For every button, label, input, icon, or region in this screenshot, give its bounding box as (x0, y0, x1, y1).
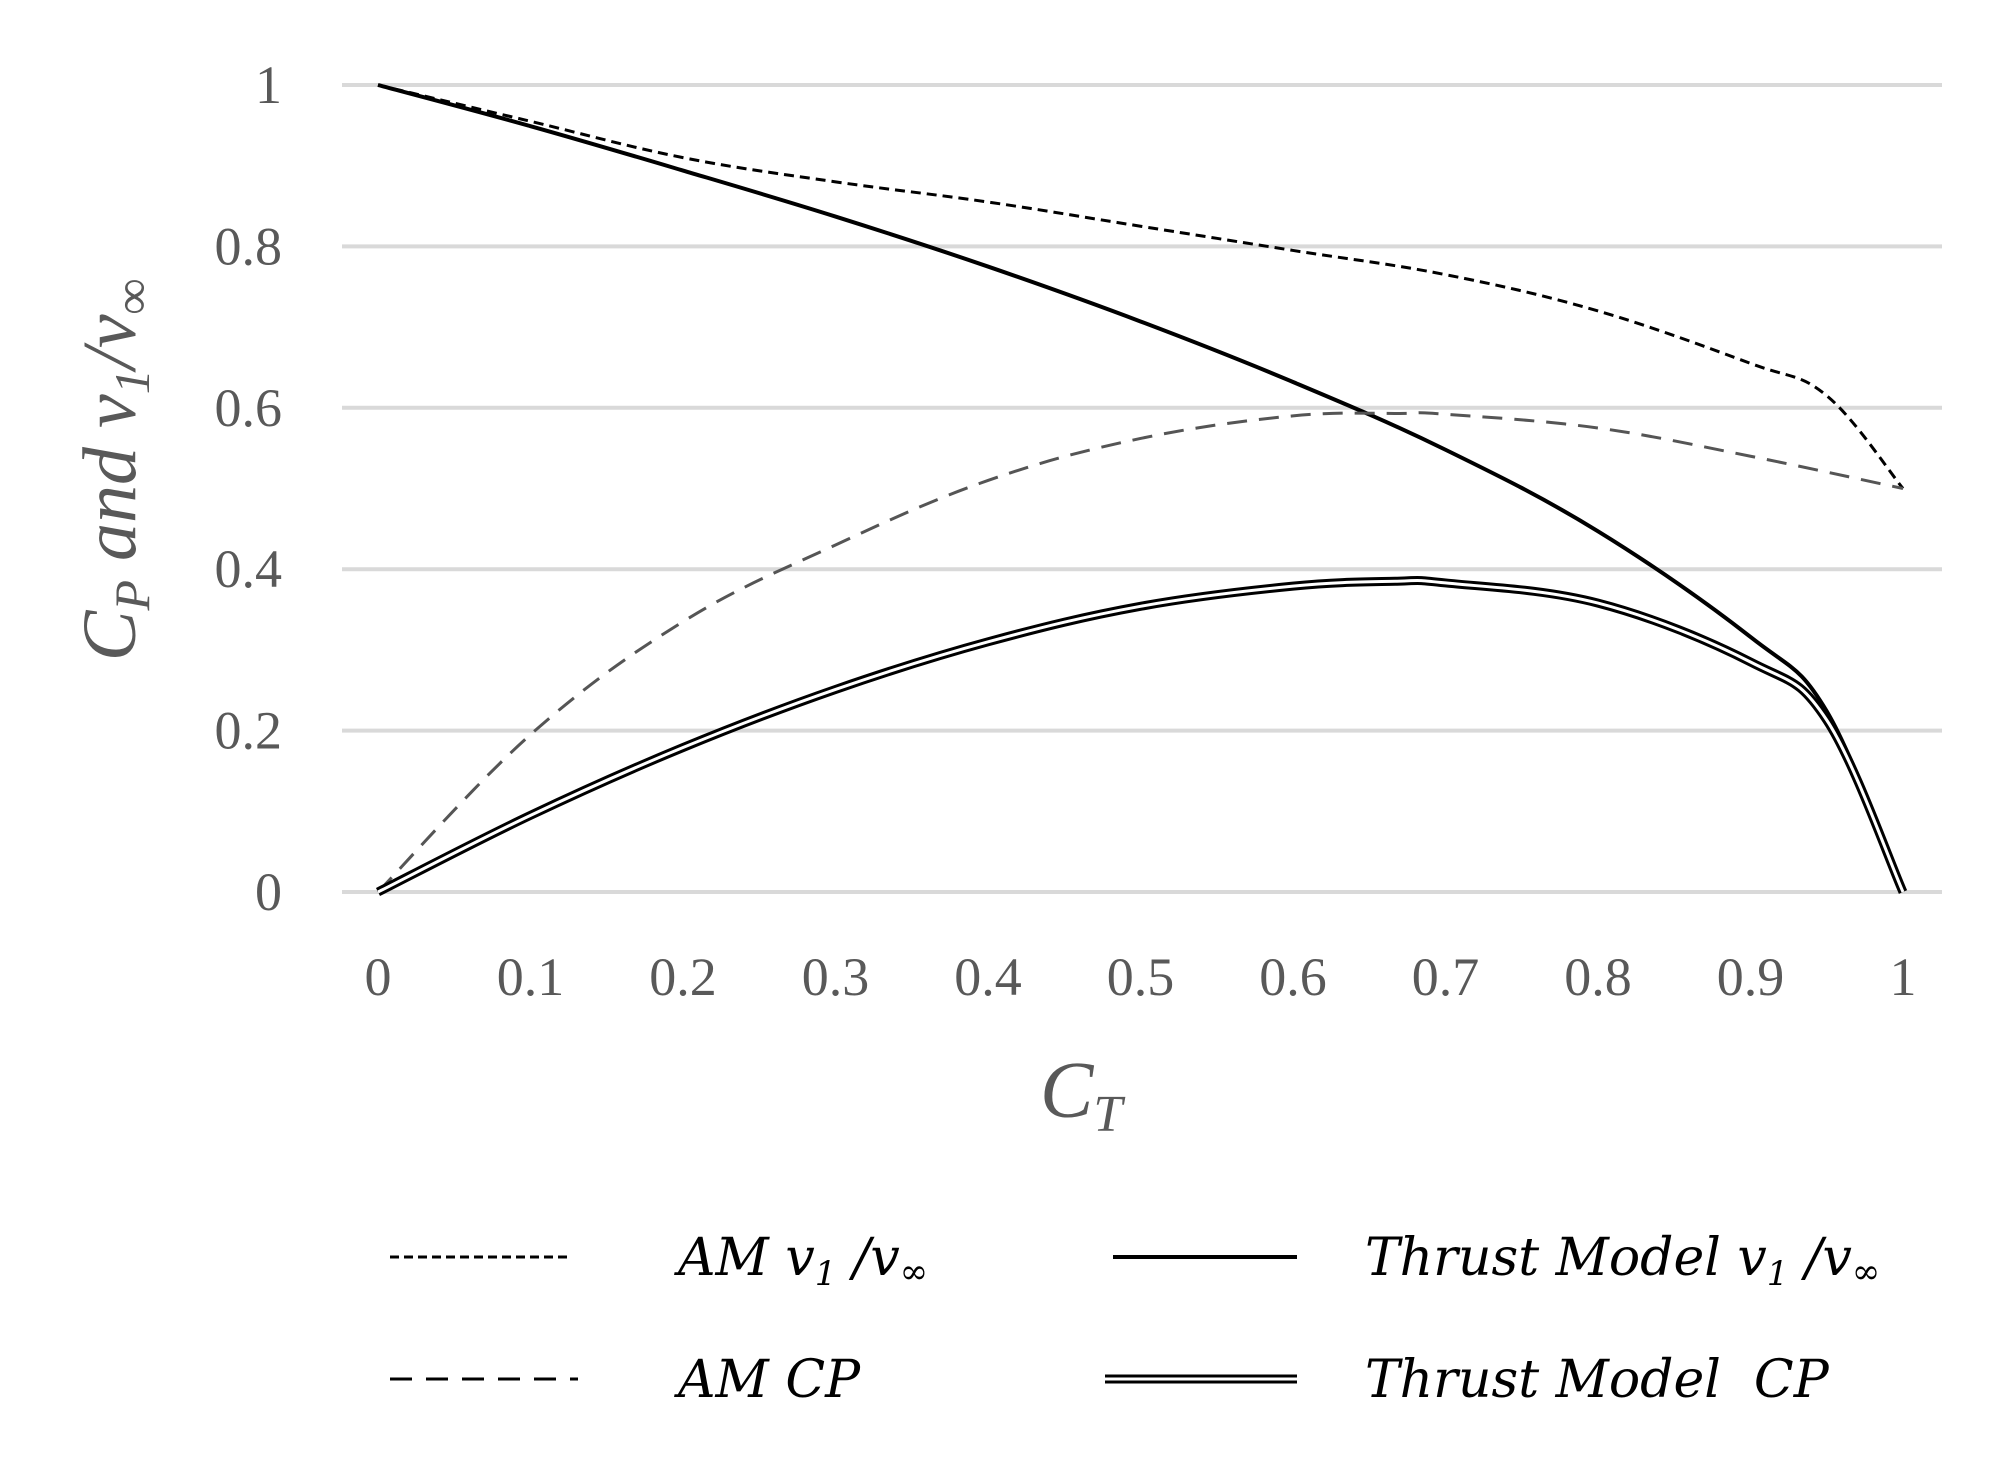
y-tick-label: 0.2 (215, 701, 283, 761)
legend-item-am-v1: AM v1 /v∞ (390, 1228, 928, 1294)
x-tick-label: 0.7 (1412, 947, 1480, 1007)
y-tick-label: 0.8 (215, 216, 283, 276)
x-axis-title-sub: T (1093, 1086, 1125, 1143)
y-axis-title-c: C (68, 609, 152, 661)
legend-label-am-cp: AM CP (674, 1350, 861, 1410)
x-tick-label: 0.8 (1564, 947, 1632, 1007)
y-tick-label: 1 (255, 55, 282, 115)
x-tick-label: 0.3 (802, 947, 870, 1007)
y-axis-title-v2: v (68, 314, 152, 348)
legend-item-thrust-v1: Thrust Model v1 /v∞ (1113, 1228, 1880, 1294)
legend: AM v1 /v∞ Thrust Model v1 /v∞ AM CP Thru… (390, 1228, 1880, 1410)
x-axis-title: CT (1040, 1047, 1125, 1143)
x-tick-labels: 0 0.1 0.2 0.3 0.4 0.5 0.6 0.7 0.8 0.9 1 (365, 947, 1917, 1007)
x-tick-label: 0.4 (954, 947, 1022, 1007)
y-axis-title: CP and v1/v∞ (68, 279, 160, 662)
series-line-thrust-model-cp-inner (377, 578, 1905, 894)
x-tick-label: 0.6 (1259, 947, 1327, 1007)
x-tick-label: 0.5 (1107, 947, 1175, 1007)
series-line-thrust-model-v-v (377, 83, 1905, 893)
y-tick-label: 0 (255, 862, 282, 922)
legend-item-thrust-cp: Thrust Model CP (1105, 1350, 1830, 1410)
series-lines (375, 83, 1908, 897)
x-tick-label: 0.2 (649, 947, 717, 1007)
x-tick-label: 1 (1890, 947, 1917, 1007)
legend-label-thrust-v1: Thrust Model v1 /v∞ (1365, 1228, 1880, 1294)
y-tick-labels: 0 0.2 0.4 0.6 0.8 1 (215, 55, 283, 922)
y-axis-title-and: and (68, 428, 152, 580)
legend-label-thrust-cp: Thrust Model CP (1365, 1350, 1830, 1410)
series-line-am-v-v (377, 83, 1905, 490)
x-tick-label: 0 (365, 947, 392, 1007)
legend-label-am-v1: AM v1 /v∞ (674, 1228, 928, 1294)
gridlines (342, 83, 1942, 894)
y-axis-title-v: v (68, 394, 152, 428)
series-line-am-cp (376, 411, 1904, 894)
y-axis-title-inf: ∞ (104, 279, 160, 315)
x-tick-label: 0.9 (1717, 947, 1785, 1007)
x-tick-label: 0.1 (497, 947, 565, 1007)
x-axis-title-main: C (1040, 1047, 1095, 1135)
y-tick-label: 0.4 (215, 539, 283, 599)
y-axis-title-one: 1 (104, 369, 160, 394)
y-tick-label: 0.6 (215, 378, 283, 438)
legend-item-am-cp: AM CP (390, 1350, 861, 1410)
y-axis-title-p: P (104, 580, 160, 612)
